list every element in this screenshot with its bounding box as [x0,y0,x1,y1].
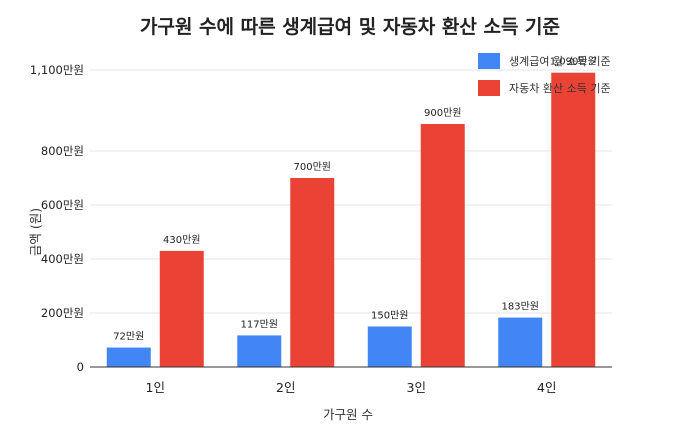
legend-label-1: 자동차 환산 소득 기준 [509,82,611,95]
y-tick-label: 400만원 [41,252,84,266]
data-label: 150만원 [371,310,409,322]
bar-series-1-0 [159,250,204,367]
y-tick-label: 600만원 [41,198,84,212]
data-label: 183만원 [502,301,540,313]
y-tick-label: 200만원 [41,306,84,320]
data-label: 700만원 [294,161,332,173]
legend-swatch-0 [478,53,500,69]
x-axis-label: 가구원 수 [323,407,373,422]
y-axis-ticks: 0 200만원 400만원 600만원 800만원 1,100만원 [30,63,84,374]
y-tick-label: 1,100만원 [30,63,84,77]
bar-series-1-1 [290,178,335,367]
chart-title: 가구원 수에 따른 생계급여 및 자동차 환산 소득 기준 [140,16,560,38]
bar-series-0-2 [367,326,412,367]
bar-series-0-1 [237,335,282,367]
x-tick-label: 4인 [537,380,556,395]
y-tick-label: 800만원 [41,144,84,158]
bar-series-1-3 [551,72,596,367]
bars [106,72,596,367]
data-label: 117만원 [241,318,279,330]
legend-swatch-1 [478,80,500,96]
y-tick-label: 0 [77,360,84,374]
data-label: 430만원 [163,234,201,246]
data-label: 1,090만원 [550,56,597,68]
data-label: 900만원 [424,107,462,119]
data-labels: 72만원 430만원 117만원 700만원 150만원 900만원 183만원 1,090만… [113,56,597,343]
legend-label-0: 생계급여 월 소득 기준 [509,55,611,68]
bar-series-1-2 [420,124,465,367]
x-tick-label: 2인 [276,380,295,395]
bar-series-0-0 [106,347,151,367]
x-tick-label: 1인 [146,380,165,395]
data-label: 72만원 [113,331,144,343]
y-axis-label: 금액 (원) [28,208,43,256]
x-tick-label: 3인 [407,380,426,395]
bar-series-0-3 [498,317,543,367]
x-axis-ticks: 1인 2인 3인 4인 [146,380,557,395]
